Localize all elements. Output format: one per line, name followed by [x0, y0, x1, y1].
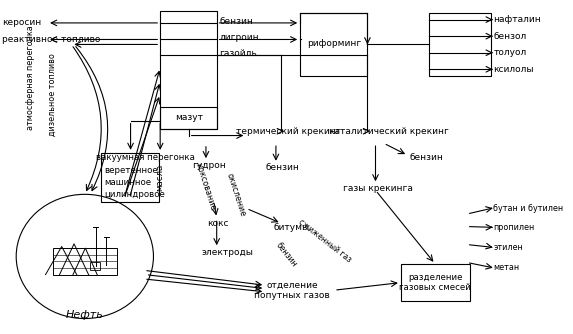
Text: бензин: бензин	[265, 164, 299, 172]
Bar	[429, 13, 491, 76]
Text: вакуумная перегонка: вакуумная перегонка	[96, 153, 194, 162]
Bar	[160, 11, 217, 129]
Text: термический крекинг: термический крекинг	[236, 127, 340, 136]
Text: коксование: коксование	[193, 162, 217, 212]
Bar	[90, 263, 100, 270]
Text: отделение
попутных газов: отделение попутных газов	[254, 281, 330, 300]
Text: газы крекинга: газы крекинга	[343, 184, 413, 193]
Text: керосин: керосин	[2, 18, 42, 27]
Text: этилен: этилен	[493, 243, 523, 252]
Text: газойль: газойль	[219, 49, 257, 58]
Text: бутан и бутилен: бутан и бутилен	[493, 203, 563, 212]
Text: нафталин: нафталин	[493, 15, 541, 24]
Text: кокс: кокс	[207, 219, 229, 228]
Text: бензол: бензол	[493, 32, 527, 41]
Text: риформинг: риформинг	[307, 39, 361, 48]
Text: цилиндровое: цилиндровое	[105, 190, 166, 199]
Bar	[401, 264, 470, 301]
Text: атмосферная перегонка: атмосферная перегонка	[26, 25, 36, 130]
Text: реактивное топливо: реактивное топливо	[2, 35, 101, 44]
Bar	[53, 248, 117, 275]
Text: Нефть: Нефть	[66, 310, 104, 320]
Text: бензин: бензин	[410, 153, 444, 162]
Text: пропилен: пропилен	[493, 223, 535, 232]
Text: лигроин: лигроин	[219, 33, 259, 42]
Text: сжиженный газ: сжиженный газ	[296, 217, 352, 264]
Bar	[101, 153, 159, 202]
Text: дизельное топливо: дизельное топливо	[48, 53, 57, 136]
Text: метан: метан	[493, 263, 520, 272]
Text: гудрон: гудрон	[193, 161, 226, 170]
Text: толуол: толуол	[493, 48, 527, 57]
Text: веретенное: веретенное	[105, 166, 159, 175]
Text: окисление: окисление	[224, 172, 247, 218]
Text: машинное: машинное	[105, 178, 152, 187]
Text: бензин: бензин	[274, 241, 299, 269]
Text: мазут: мазут	[175, 114, 203, 123]
Text: раздeление
газовых смесей: раздeление газовых смесей	[399, 273, 471, 292]
Bar	[160, 107, 217, 129]
Text: каталитический крекинг: каталитический крекинг	[329, 127, 449, 136]
Text: электроды: электроды	[202, 248, 253, 257]
Text: бензин: бензин	[219, 17, 253, 26]
Text: масла: масла	[155, 164, 164, 191]
Text: битумы: битумы	[273, 223, 309, 232]
Text: ксилолы: ксилолы	[493, 65, 534, 74]
Bar	[300, 13, 367, 76]
